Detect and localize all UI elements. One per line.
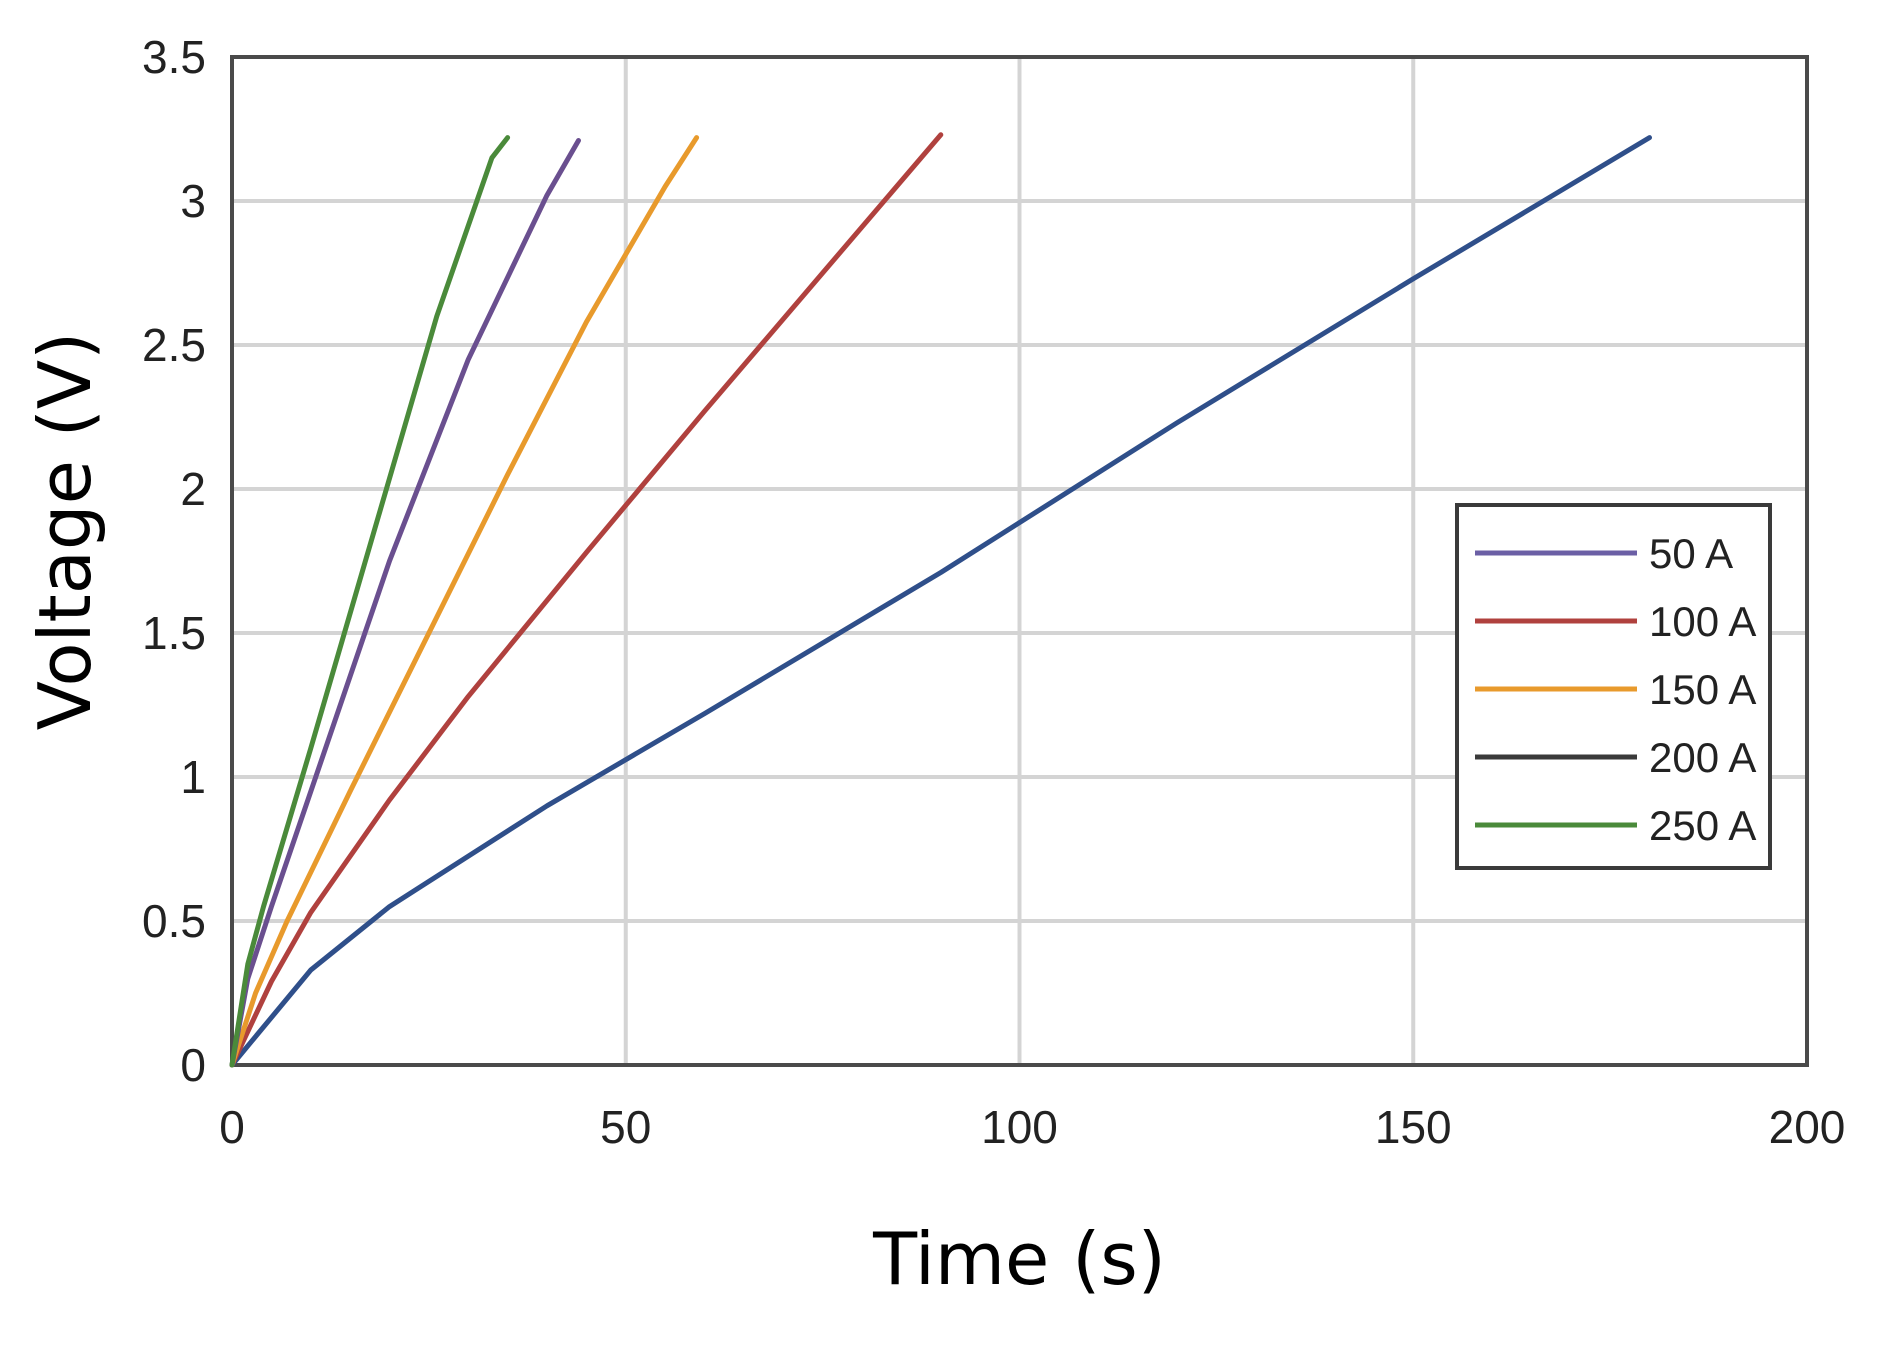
plot-frame: [230, 55, 1809, 1067]
x-tick-label: 200: [1769, 1101, 1846, 1153]
series-line-100a: [229, 132, 944, 1068]
y-tick-label: 3: [180, 175, 206, 227]
legend-label: 150 A: [1649, 666, 1756, 713]
y-tick-label: 1: [180, 751, 206, 803]
legend-label: 50 A: [1649, 530, 1733, 577]
y-tick-labels: 0 0.5 1 1.5 2 2.5 3 3.5: [142, 31, 206, 1091]
series-layer: [229, 132, 1652, 1068]
y-tick-label: 2: [180, 463, 206, 515]
legend-label: 200 A: [1649, 734, 1756, 781]
x-tick-labels: 0 50 100 150 200: [219, 1101, 1845, 1153]
y-tick-label: 2.5: [142, 319, 206, 371]
series-line-250a: [229, 135, 511, 1068]
legend-label: 100 A: [1649, 598, 1756, 645]
y-tick-label: 1.5: [142, 607, 206, 659]
series-line-200a: [229, 138, 581, 1068]
legend: 50 A 100 A 150 A 200 A 250 A: [1455, 503, 1772, 870]
x-tick-label: 0: [219, 1101, 245, 1153]
y-axis-label: Voltage (V): [23, 332, 107, 730]
y-tick-label: 0: [180, 1039, 206, 1091]
y-tick-label: 0.5: [142, 895, 206, 947]
y-tick-label: 3.5: [142, 31, 206, 83]
x-axis-label: Time (s): [872, 1217, 1166, 1301]
series-line-150a: [229, 135, 700, 1068]
x-tick-label: 100: [981, 1101, 1058, 1153]
legend-label: 250 A: [1649, 802, 1756, 849]
x-tick-label: 50: [600, 1101, 651, 1153]
x-tick-label: 150: [1375, 1101, 1452, 1153]
series-line-50a: [229, 135, 1652, 1068]
